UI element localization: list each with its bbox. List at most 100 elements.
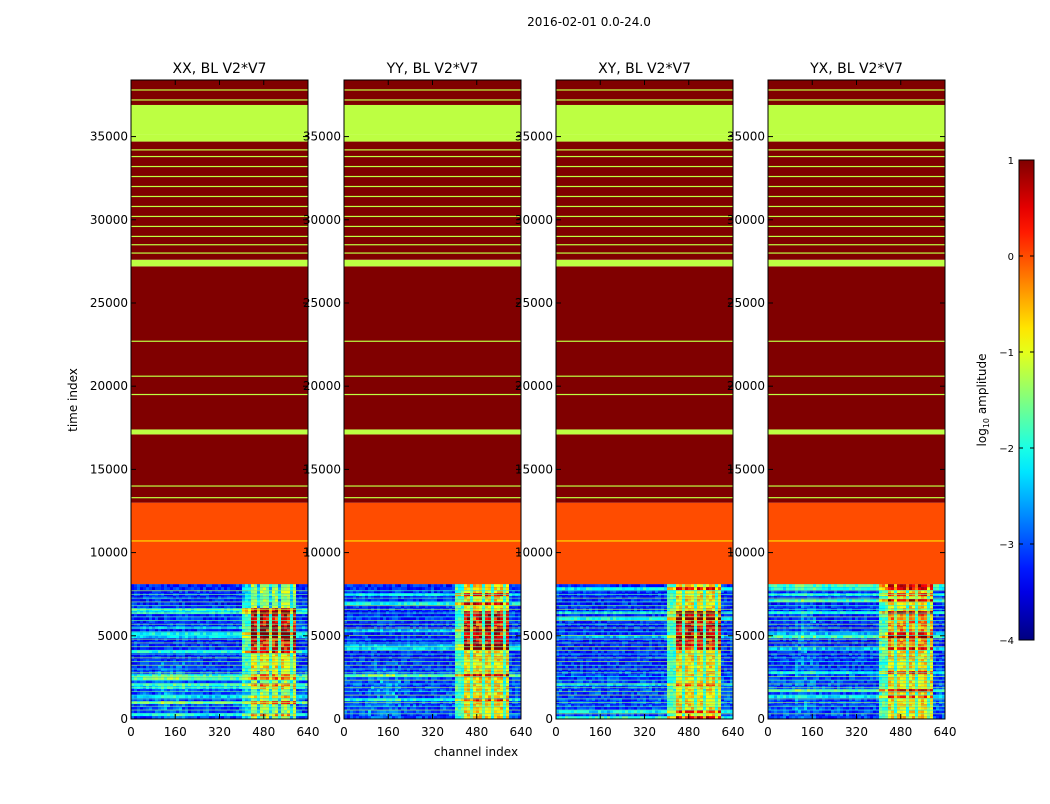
heatmap-cell (200, 647, 203, 650)
heatmap-cell (416, 587, 419, 590)
heatmap-cell (287, 617, 290, 620)
heatmap-cell (413, 662, 416, 665)
heatmap-cell (161, 617, 164, 620)
heatmap-cell (485, 584, 488, 587)
heatmap-cell (413, 638, 416, 641)
heatmap-cell (383, 662, 386, 665)
heatmap-cell (431, 584, 434, 587)
heatmap-cell (200, 695, 203, 698)
heatmap-cell (485, 602, 488, 605)
heatmap-cell (461, 647, 464, 650)
heatmap-cell (410, 695, 413, 698)
heatmap-cell (173, 587, 176, 590)
heatmap-cell (467, 638, 470, 641)
heatmap-cell (176, 647, 179, 650)
heatmap-cell (245, 710, 248, 713)
heatmap-cell (350, 695, 353, 698)
heatmap-cell (257, 632, 260, 635)
heatmap-cell (203, 638, 206, 641)
heatmap-cell (194, 587, 197, 590)
heatmap-cell (161, 638, 164, 641)
heatmap-cell (293, 584, 296, 587)
heatmap-cell (164, 638, 167, 641)
heatmap-cell (149, 617, 152, 620)
heatmap-cell (212, 584, 215, 587)
heatmap-cell (155, 662, 158, 665)
heatmap-cell (194, 695, 197, 698)
heatmap-cell (473, 647, 476, 650)
heatmap-cell (143, 647, 146, 650)
heatmap-cell (398, 647, 401, 650)
heatmap-cell (389, 584, 392, 587)
heatmap-cell (377, 617, 380, 620)
heatmap-cell (254, 662, 257, 665)
heatmap-cell (212, 695, 215, 698)
y-tick-label: 15000 (90, 462, 128, 476)
heatmap-cell (479, 617, 482, 620)
heatmap-cell (230, 662, 233, 665)
heatmap-cell (479, 602, 482, 605)
heatmap-cell (242, 584, 245, 587)
heatmap-cell (386, 602, 389, 605)
heatmap-cell (377, 602, 380, 605)
heatmap-cell (413, 632, 416, 635)
heatmap-cell (161, 602, 164, 605)
heatmap-cell (365, 647, 368, 650)
heatmap-cell (236, 632, 239, 635)
heatmap-cell (347, 695, 350, 698)
heatmap-cell (299, 695, 302, 698)
heatmap-cell (440, 632, 443, 635)
heatmap-cell (260, 632, 263, 635)
heatmap-cell (236, 617, 239, 620)
heatmap-cell (290, 587, 293, 590)
heatmap-cell (434, 662, 437, 665)
heatmap-cell (224, 647, 227, 650)
heatmap-cell (497, 587, 500, 590)
heatmap-cell (446, 602, 449, 605)
heatmap-cell (260, 602, 263, 605)
heatmap-cell (155, 617, 158, 620)
heatmap-cell (395, 587, 398, 590)
heatmap-cell (272, 647, 275, 650)
heatmap-cell (239, 617, 242, 620)
heatmap-cell (251, 584, 254, 587)
heatmap-cell (251, 662, 254, 665)
heatmap-cell (179, 638, 182, 641)
heatmap-cell (512, 647, 515, 650)
heatmap-cell (398, 587, 401, 590)
heatmap-cell (179, 617, 182, 620)
flag-line (131, 680, 308, 681)
heatmap-cell (191, 602, 194, 605)
heatmap-cell (395, 695, 398, 698)
heatmap-cell (356, 647, 359, 650)
heatmap-cell (407, 602, 410, 605)
heatmap-cell (194, 602, 197, 605)
heatmap-cell (212, 632, 215, 635)
heatmap-cell (368, 638, 371, 641)
heatmap-cell (185, 695, 188, 698)
heatmap-cell (434, 587, 437, 590)
flag-line (131, 676, 308, 677)
heatmap-cell (419, 584, 422, 587)
heatmap-cell (467, 617, 470, 620)
heatmap-cell (266, 647, 269, 650)
heatmap-cell (368, 617, 371, 620)
heatmap-cell (368, 662, 371, 665)
heatmap-cell (197, 617, 200, 620)
heatmap-cell (236, 584, 239, 587)
heatmap-cell (206, 602, 209, 605)
heatmap-cell (497, 602, 500, 605)
heatmap-cell (143, 695, 146, 698)
heatmap-cell (446, 587, 449, 590)
heatmap-cell (422, 638, 425, 641)
heatmap-cell (296, 632, 299, 635)
heatmap-cell (446, 632, 449, 635)
heatmap-cell (404, 662, 407, 665)
heatmap-cell (293, 602, 296, 605)
heatmap-cell (140, 617, 143, 620)
heatmap-cell (296, 638, 299, 641)
heatmap-cell (296, 584, 299, 587)
heatmap-cell (167, 584, 170, 587)
heatmap-cell (419, 638, 422, 641)
heatmap-cell (287, 695, 290, 698)
